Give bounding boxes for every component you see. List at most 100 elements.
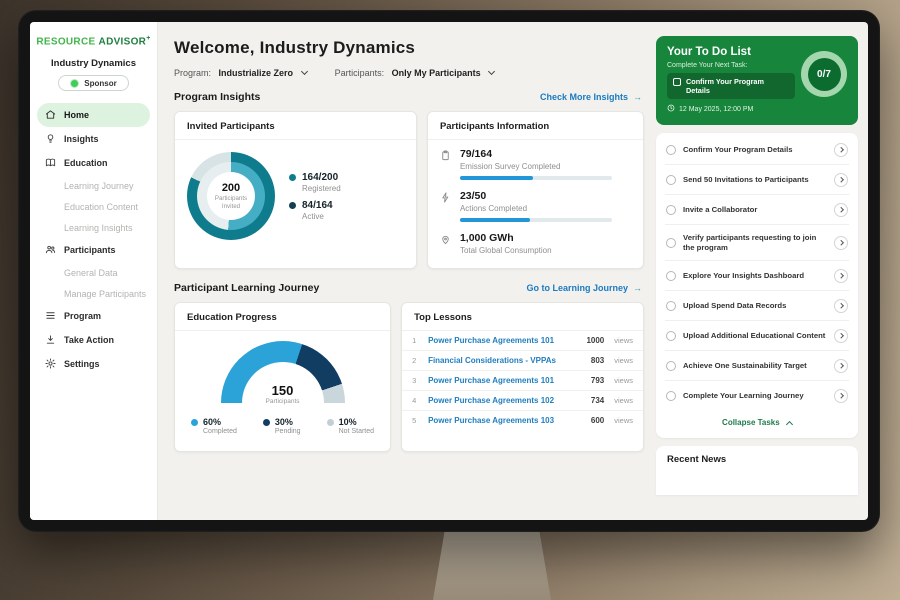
chevron-right-icon[interactable]	[834, 328, 848, 343]
task-label: Upload Additional Educational Content	[683, 330, 826, 340]
go-to-learning-journey-link[interactable]: Go to Learning Journey →	[526, 283, 642, 293]
chevron-right-icon[interactable]	[834, 202, 848, 217]
sidebar-item-take-action[interactable]: Take Action	[30, 328, 157, 352]
program-filter[interactable]: Program: Industrialize Zero	[174, 67, 308, 78]
checkbox-icon[interactable]	[666, 237, 676, 248]
invited-donut-chart: 200 Participants Invited	[187, 152, 275, 240]
sidebar-nav: Home Insights Education Learning Journey…	[30, 103, 157, 376]
sidebar-item-program[interactable]: Program	[30, 304, 157, 328]
chevron-right-icon[interactable]	[834, 268, 848, 283]
program-filter-label: Program:	[174, 68, 212, 78]
sidebar-item-label: Home	[64, 110, 90, 121]
check-more-insights-link[interactable]: Check More Insights →	[540, 92, 642, 102]
checkbox-icon[interactable]	[666, 144, 676, 155]
task-row-verify-participants[interactable]: Verify participants requesting to join t…	[665, 225, 849, 262]
gauge-value: 150	[271, 383, 294, 398]
lesson-link[interactable]: Power Purchase Agreements 102	[428, 396, 555, 405]
sidebar-item-learning-journey[interactable]: Learning Journey	[30, 175, 157, 196]
checkbox-icon[interactable]	[666, 174, 676, 185]
sponsor-badge[interactable]: Sponsor	[58, 75, 129, 92]
sidebar-item-education[interactable]: Education	[30, 151, 157, 175]
logo-advisor: ADVISOR	[98, 36, 147, 48]
chevron-right-icon[interactable]	[834, 172, 848, 187]
todo-panel: Your To Do List Complete Your Next Task:…	[654, 22, 868, 520]
legend-label: Not Started	[338, 428, 375, 435]
task-row-upload-educational-content[interactable]: Upload Additional Educational Content	[665, 321, 849, 352]
next-task-label: Confirm Your Program Details	[686, 77, 764, 96]
checkbox-icon[interactable]	[666, 330, 676, 341]
donut-center-value: 200	[221, 182, 241, 195]
checkbox-icon[interactable]	[666, 300, 676, 311]
views-word: views	[614, 336, 633, 345]
learning-cards-row: Education Progress 150 Participants 60% …	[174, 302, 644, 452]
collapse-tasks-button[interactable]: Collapse Tasks	[665, 410, 849, 436]
checkbox-icon[interactable]	[666, 390, 676, 401]
task-row-complete-learning-journey[interactable]: Complete Your Learning Journey	[665, 381, 849, 410]
sidebar-item-manage-participants[interactable]: Manage Participants	[30, 283, 157, 304]
sidebar-item-insights[interactable]: Insights	[30, 127, 157, 151]
lesson-row: 1 Power Purchase Agreements 101 1000 vie…	[402, 331, 643, 351]
checkbox-icon[interactable]	[666, 204, 676, 215]
participants-information-card: Participants Information 79/164 Emission…	[426, 111, 644, 269]
task-row-send-invitations[interactable]: Send 50 Invitations to Participants	[665, 165, 849, 196]
chevron-right-icon[interactable]	[834, 388, 848, 403]
legend-item: 60% Completed	[191, 417, 237, 435]
program-insights-header: Program Insights Check More Insights →	[174, 91, 642, 103]
task-row-achieve-target[interactable]: Achieve One Sustainability Target	[665, 351, 849, 382]
task-label: Invite a Collaborator	[683, 204, 758, 214]
sidebar-item-general-data[interactable]: General Data	[30, 262, 157, 283]
chevron-right-icon[interactable]	[834, 298, 848, 313]
bolt-icon	[440, 190, 451, 208]
top-lessons-card: Top Lessons 1 Power Purchase Agreements …	[401, 302, 644, 452]
checkbox-icon[interactable]	[673, 78, 681, 86]
progress-fill	[459, 218, 530, 222]
sidebar-item-learning-insights[interactable]: Learning Insights	[30, 217, 157, 238]
lesson-views: 734	[590, 396, 605, 405]
task-row-upload-spend-data[interactable]: Upload Spend Data Records	[665, 291, 849, 322]
checkbox-icon[interactable]	[666, 270, 676, 281]
insights-cards-row: Invited Participants 200 Participants In…	[174, 111, 644, 269]
legend-value: 30%	[274, 417, 293, 427]
logo-plus: +	[146, 35, 151, 42]
stat-row: 1,000 GWh Total Global Consumption	[428, 224, 643, 257]
education-gauge-chart: 150 Participants	[220, 341, 345, 405]
monitor-frame: RESOURCE ADVISOR+ Industry Dynamics Spon…	[18, 10, 880, 532]
legend-value: 84/164	[302, 199, 333, 211]
stat-label: Total Global Consumption	[459, 246, 552, 255]
lesson-link[interactable]: Power Purchase Agreements 101	[428, 376, 555, 385]
chevron-right-icon[interactable]	[834, 235, 848, 250]
lesson-link[interactable]: Power Purchase Agreements 101	[428, 336, 555, 345]
lesson-views: 600	[590, 416, 605, 425]
sidebar-item-settings[interactable]: Settings	[30, 352, 157, 376]
lesson-row: 4 Power Purchase Agreements 102 734 view…	[402, 391, 643, 411]
next-task-pill[interactable]: Confirm Your Program Details	[667, 73, 795, 100]
lesson-link[interactable]: Power Purchase Agreements 103	[428, 416, 555, 425]
lesson-row: 2 Financial Considerations - VPPAs 803 v…	[402, 351, 643, 371]
legend-item: 30% Pending	[262, 417, 301, 435]
participants-filter-value: Only My Participants	[391, 68, 481, 78]
task-label: Upload Spend Data Records	[683, 300, 787, 310]
participants-filter[interactable]: Participants: Only My Participants	[335, 67, 496, 78]
chevron-right-icon[interactable]	[834, 142, 848, 157]
task-row-confirm-program[interactable]: Confirm Your Program Details	[665, 135, 849, 166]
legend-item: 164/200 Registered	[289, 172, 341, 193]
stat-row: 23/50 Actions Completed	[428, 182, 643, 224]
sidebar-item-label: Take Action	[64, 335, 115, 346]
link-label: Check More Insights	[539, 92, 628, 102]
monitor-stand	[433, 530, 551, 600]
checkbox-icon[interactable]	[666, 360, 676, 371]
views-word: views	[614, 416, 633, 425]
legend-label: Registered	[302, 183, 341, 193]
sidebar-item-participants[interactable]: Participants	[30, 238, 157, 262]
lesson-link[interactable]: Financial Considerations - VPPAs	[428, 356, 556, 365]
chevron-right-icon[interactable]	[834, 358, 848, 373]
sidebar-item-home[interactable]: Home	[37, 103, 150, 128]
legend-dot-not-started	[326, 418, 334, 426]
sidebar-item-label: Learning Insights	[64, 222, 133, 233]
task-row-explore-insights[interactable]: Explore Your Insights Dashboard	[665, 261, 849, 292]
task-row-invite-collaborator[interactable]: Invite a Collaborator	[665, 195, 849, 226]
chevron-down-icon	[300, 67, 308, 76]
sidebar-item-education-content[interactable]: Education Content	[30, 196, 157, 217]
card-title: Invited Participants	[175, 112, 416, 140]
todo-progress-ring: 0/7	[801, 51, 847, 97]
